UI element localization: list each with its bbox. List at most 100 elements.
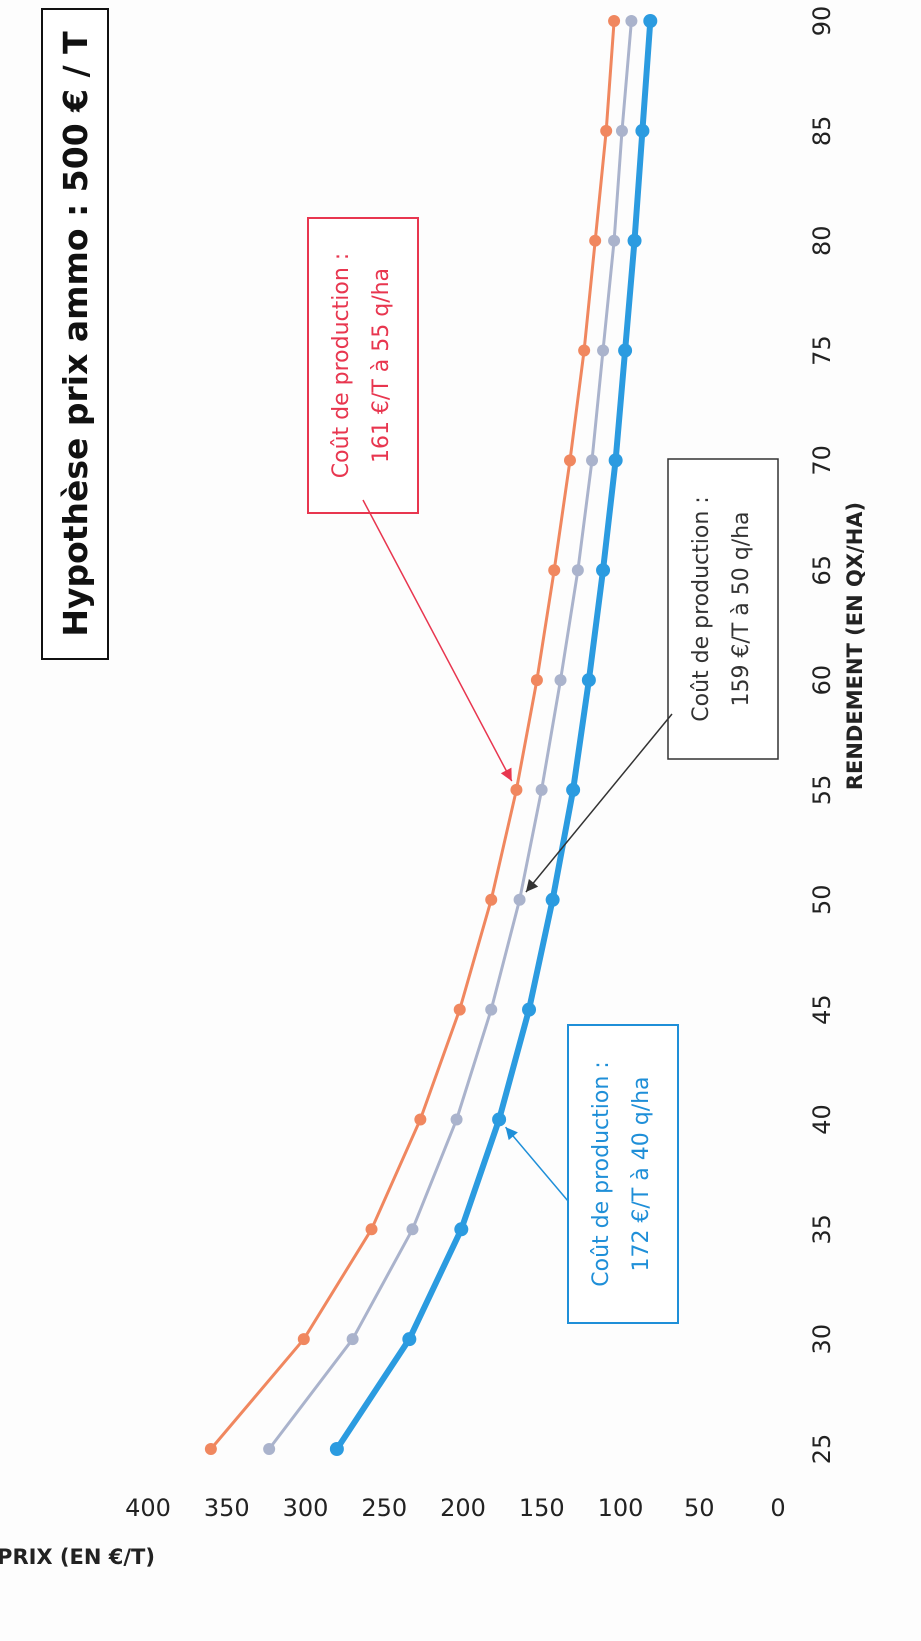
data-point xyxy=(618,343,633,358)
data-point xyxy=(566,782,581,797)
data-point xyxy=(402,1332,417,1347)
series-3 xyxy=(329,14,658,1456)
data-point xyxy=(548,564,561,577)
annotation-line1: Coût de production : xyxy=(329,253,354,478)
x-tick-label: 65 xyxy=(808,555,836,586)
annotation-line2: 172 €/T à 40 q/ha xyxy=(629,1076,654,1271)
data-point xyxy=(615,124,628,137)
x-axis-label: RENDEMENT (EN QX/HA) xyxy=(843,502,867,790)
data-point xyxy=(608,453,623,468)
data-point xyxy=(346,1333,359,1346)
y-tick-label: 300 xyxy=(283,1494,329,1522)
annotation-line2: 161 €/T à 55 q/ha xyxy=(369,268,394,463)
data-point xyxy=(414,1113,427,1126)
data-point xyxy=(643,14,658,28)
data-point xyxy=(635,123,650,138)
annotation-line1: Coût de production : xyxy=(589,1061,614,1286)
annotation-1: Coût de production : 161 €/T à 55 q/ha xyxy=(307,217,513,782)
series-line xyxy=(209,19,616,1451)
data-point xyxy=(535,783,548,796)
data-point xyxy=(485,893,498,906)
data-point xyxy=(453,1003,466,1016)
annotations-group: Coût de production :161 €/T à 55 q/haCoû… xyxy=(307,217,779,1324)
x-tick-label: 85 xyxy=(808,116,836,147)
annotation-line2: 159 €/T à 50 q/ha xyxy=(729,511,754,706)
data-point xyxy=(597,344,610,357)
data-point xyxy=(627,233,642,248)
data-point xyxy=(263,1443,276,1455)
annotation-line1: Coût de production : xyxy=(689,496,714,721)
y-tick-label: 350 xyxy=(204,1494,250,1522)
data-point xyxy=(596,563,611,578)
data-point xyxy=(571,564,584,577)
y-tick-label: 100 xyxy=(598,1494,644,1522)
y-tick-label: 400 xyxy=(125,1494,171,1522)
y-tick-label: 200 xyxy=(440,1494,486,1522)
annotation-arrowhead xyxy=(500,767,512,782)
x-tick-label: 40 xyxy=(808,1104,836,1135)
y-axis-label: PRIX (EN €/T) xyxy=(0,1545,155,1569)
data-point xyxy=(554,674,567,687)
data-point xyxy=(530,674,543,687)
series-line xyxy=(333,18,654,1452)
annotation-3: Coût de production : 172 €/T à 40 q/ha xyxy=(504,1024,679,1324)
data-point xyxy=(545,892,560,907)
data-point xyxy=(608,234,621,247)
data-point xyxy=(586,454,599,467)
x-tick-label: 60 xyxy=(808,665,836,696)
x-tick-label: 75 xyxy=(808,335,836,366)
data-point xyxy=(297,1333,310,1346)
x-tick-label: 55 xyxy=(808,775,836,806)
y-tick-label: 150 xyxy=(519,1494,565,1522)
annotation-box xyxy=(567,1024,679,1324)
data-point xyxy=(485,1003,498,1016)
x-tick-label: 25 xyxy=(808,1434,836,1465)
y-tick-label: 0 xyxy=(770,1494,785,1522)
x-tick-label: 80 xyxy=(808,225,836,256)
annotation-2: Coût de production : 159 €/T à 50 q/ha xyxy=(525,458,779,893)
y-tick-labels: 0 50 100 150 200 250 300 350 400 xyxy=(125,1494,786,1522)
annotation-arrow xyxy=(525,713,673,893)
data-point xyxy=(589,234,602,247)
annotation-arrowhead xyxy=(505,1127,518,1141)
y-tick-label: 50 xyxy=(684,1494,715,1522)
x-tick-label: 90 xyxy=(808,6,836,37)
series-group xyxy=(204,14,658,1456)
data-point xyxy=(581,673,596,688)
annotation-box xyxy=(307,217,419,514)
annotation-box xyxy=(667,458,779,760)
annotation-arrow xyxy=(504,1126,569,1202)
data-point xyxy=(365,1223,378,1236)
data-point xyxy=(608,15,621,27)
series-1 xyxy=(204,15,621,1455)
data-point xyxy=(600,124,613,137)
data-point xyxy=(625,15,638,27)
x-tick-label: 45 xyxy=(808,994,836,1025)
x-tick-label: 70 xyxy=(808,445,836,476)
x-tick-labels: 25 30 35 40 45 50 55 60 65 70 75 80 85 90 xyxy=(808,6,836,1465)
x-tick-label: 50 xyxy=(808,884,836,915)
annotation-arrow xyxy=(362,499,513,782)
data-point xyxy=(492,1112,507,1127)
data-point xyxy=(563,454,576,467)
x-tick-label: 30 xyxy=(808,1324,836,1355)
data-point xyxy=(510,783,523,796)
data-point xyxy=(450,1113,463,1126)
data-point xyxy=(522,1002,537,1017)
data-point xyxy=(513,893,526,906)
data-point xyxy=(406,1223,419,1236)
y-tick-label: 250 xyxy=(361,1494,407,1522)
series-2 xyxy=(263,15,638,1455)
series-line xyxy=(267,19,633,1451)
data-point xyxy=(329,1442,344,1456)
axes: 0 50 100 150 200 250 300 350 400 25 30 35 40 45 50 55 6… xyxy=(0,6,867,1569)
data-point xyxy=(204,1443,217,1455)
chart-title-box: Hypothèse prix ammo : 500 € / T xyxy=(41,8,109,660)
data-point xyxy=(454,1222,469,1237)
data-point xyxy=(578,344,591,357)
x-tick-label: 35 xyxy=(808,1214,836,1245)
chart-title: Hypothèse prix ammo : 500 € / T xyxy=(56,31,95,637)
annotation-arrowhead xyxy=(525,878,539,893)
